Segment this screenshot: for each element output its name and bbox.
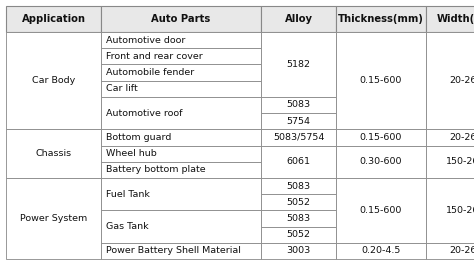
Text: 0.15-600: 0.15-600 <box>360 76 402 85</box>
Text: 0.20-4.5: 0.20-4.5 <box>361 246 401 255</box>
Text: 20-2600: 20-2600 <box>449 133 474 142</box>
Text: 5052: 5052 <box>286 230 310 239</box>
Bar <box>101 97 261 129</box>
Bar <box>101 81 261 97</box>
Text: 5083: 5083 <box>286 182 310 191</box>
Bar <box>426 178 474 243</box>
Bar <box>261 210 336 227</box>
Bar <box>261 113 336 129</box>
Bar <box>336 145 426 178</box>
Text: 5083: 5083 <box>286 214 310 223</box>
Text: Thickness(mm): Thickness(mm) <box>338 14 424 24</box>
Bar <box>261 97 336 113</box>
Text: 3003: 3003 <box>286 246 310 255</box>
Bar <box>101 6 261 32</box>
Bar <box>336 6 426 32</box>
Text: Power System: Power System <box>20 214 87 223</box>
Text: Bottom guard: Bottom guard <box>106 133 172 142</box>
Text: Application: Application <box>21 14 85 24</box>
Bar <box>101 162 261 178</box>
Text: 150-2600: 150-2600 <box>446 157 474 166</box>
Bar <box>6 32 101 129</box>
Text: 6061: 6061 <box>286 157 310 166</box>
Text: 150-2600: 150-2600 <box>446 206 474 215</box>
Bar <box>261 6 336 32</box>
Text: 0.15-600: 0.15-600 <box>360 206 402 215</box>
Text: Car Body: Car Body <box>32 76 75 85</box>
Text: 5754: 5754 <box>286 117 310 126</box>
Text: 5083/5754: 5083/5754 <box>273 133 324 142</box>
Text: Automotive roof: Automotive roof <box>106 109 182 118</box>
Bar <box>6 178 101 259</box>
Text: 20-2600: 20-2600 <box>449 76 474 85</box>
Bar <box>336 32 426 129</box>
Text: Automobile fender: Automobile fender <box>106 68 194 77</box>
Text: Alloy: Alloy <box>284 14 312 24</box>
Text: 5052: 5052 <box>286 198 310 207</box>
Bar <box>101 243 261 259</box>
Text: Chassis: Chassis <box>36 149 72 158</box>
Text: 0.30-600: 0.30-600 <box>360 157 402 166</box>
Text: Gas Tank: Gas Tank <box>106 222 149 231</box>
Bar <box>426 129 474 145</box>
Bar <box>426 32 474 129</box>
Bar <box>426 145 474 178</box>
Bar <box>426 243 474 259</box>
Bar <box>6 129 101 178</box>
Text: Fuel Tank: Fuel Tank <box>106 190 150 199</box>
Bar <box>261 227 336 243</box>
Bar <box>101 129 261 145</box>
Bar <box>101 178 261 210</box>
Text: Front and rear cover: Front and rear cover <box>106 52 203 61</box>
Text: Width(mm): Width(mm) <box>437 14 474 24</box>
Bar <box>101 32 261 48</box>
Bar <box>6 6 101 32</box>
Text: Battery bottom plate: Battery bottom plate <box>106 165 206 174</box>
Text: Wheel hub: Wheel hub <box>106 149 157 158</box>
Text: 5182: 5182 <box>286 60 310 69</box>
Bar <box>101 48 261 64</box>
Text: 0.15-600: 0.15-600 <box>360 133 402 142</box>
Text: Power Battery Shell Material: Power Battery Shell Material <box>106 246 241 255</box>
Bar <box>261 243 336 259</box>
Bar <box>336 129 426 145</box>
Text: Car lift: Car lift <box>106 84 138 93</box>
Bar <box>261 32 336 97</box>
Text: Auto Parts: Auto Parts <box>151 14 210 24</box>
Text: Automotive door: Automotive door <box>106 36 185 45</box>
Bar <box>261 129 336 145</box>
Bar <box>261 145 336 178</box>
Text: 20-2600: 20-2600 <box>449 246 474 255</box>
Bar <box>101 145 261 162</box>
Bar <box>336 178 426 243</box>
Bar <box>101 64 261 81</box>
Bar <box>261 178 336 194</box>
Bar <box>101 210 261 243</box>
Bar <box>261 194 336 210</box>
Bar <box>426 6 474 32</box>
Bar <box>336 243 426 259</box>
Text: 5083: 5083 <box>286 100 310 109</box>
